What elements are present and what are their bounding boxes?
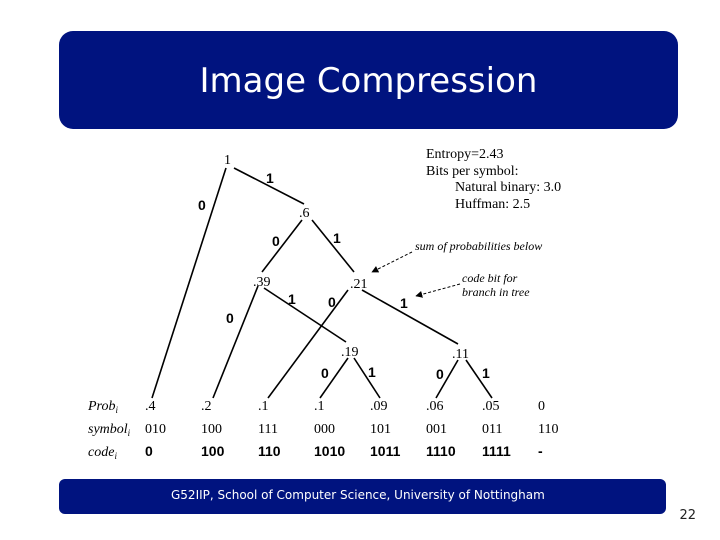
arrow-to-bit-1 bbox=[415, 283, 461, 298]
annotation-code-bit-line2: branch in tree bbox=[462, 285, 530, 299]
table-cell-code-6: 1111 bbox=[482, 443, 511, 459]
huffman-label: Huffman: 2.5 bbox=[455, 197, 530, 212]
table-cell-prob-1: .2 bbox=[201, 399, 212, 414]
edge-n19-left bbox=[319, 357, 349, 399]
bit-n19-right: 1 bbox=[368, 364, 376, 380]
edge-n39-left bbox=[212, 285, 259, 399]
bit-n39-left: 0 bbox=[226, 310, 234, 326]
table-cell-prob-6: .05 bbox=[482, 399, 500, 414]
bit-n11-right: 1 bbox=[482, 365, 490, 381]
edge-n6-left bbox=[261, 219, 303, 273]
footer-text: G52IIP, School of Computer Science, Univ… bbox=[171, 488, 545, 502]
table-cell-code-3: 1010 bbox=[314, 443, 345, 459]
edge-n11-left bbox=[435, 359, 459, 399]
edge-n39-right bbox=[263, 287, 347, 343]
slide-title: Image Compression bbox=[199, 61, 538, 101]
node-019: .19 bbox=[341, 345, 359, 360]
bit-n6-left: 0 bbox=[272, 233, 280, 249]
table-cell-code-0: 0 bbox=[145, 443, 153, 459]
bit-root-right: 1 bbox=[266, 170, 274, 186]
table-cell-code-5: 1110 bbox=[426, 443, 456, 459]
table-cell-prob-5: .06 bbox=[426, 399, 444, 414]
edge-root-right bbox=[233, 167, 305, 205]
table-cell-prob-4: .09 bbox=[370, 399, 388, 414]
title-bar: Image Compression bbox=[59, 31, 678, 129]
tree-edges bbox=[151, 167, 493, 399]
table-cell-prob-0: .4 bbox=[145, 399, 156, 414]
table-cell-symbol-6: 011 bbox=[482, 422, 502, 437]
edge-n21-right bbox=[361, 289, 459, 345]
table-cell-prob-7: 0 bbox=[538, 399, 545, 414]
arrow-to-node-021 bbox=[371, 251, 413, 273]
table-cell-symbol-3: 000 bbox=[314, 422, 335, 437]
footer-bar: G52IIP, School of Computer Science, Univ… bbox=[59, 479, 666, 514]
bit-root-left: 0 bbox=[198, 197, 206, 213]
node-root: 1 bbox=[224, 153, 231, 168]
bit-n39-right: 1 bbox=[288, 291, 296, 307]
node-039: .39 bbox=[253, 275, 271, 290]
node-021: .21 bbox=[350, 277, 368, 292]
table-cell-code-2: 110 bbox=[258, 443, 281, 459]
table-cell-symbol-2: 111 bbox=[258, 422, 278, 437]
bits-per-symbol-label: Bits per symbol: bbox=[426, 164, 519, 179]
bit-n21-right: 1 bbox=[400, 295, 408, 311]
edge-n19-right bbox=[353, 357, 381, 399]
row-label-prob: Probi bbox=[87, 399, 118, 415]
table-cell-symbol-7: 110 bbox=[538, 422, 558, 437]
edge-n6-right bbox=[311, 219, 355, 273]
node-011: .11 bbox=[452, 347, 469, 362]
annotation-sum-probabilities: sum of probabilities below bbox=[415, 239, 542, 253]
annotation-code-bit-line1: code bit for bbox=[462, 271, 518, 285]
table-cell-code-1: 100 bbox=[201, 443, 225, 459]
row-label-code: codei bbox=[88, 445, 117, 461]
node-06: .6 bbox=[299, 206, 310, 221]
table-cell-symbol-0: 010 bbox=[145, 422, 166, 437]
bit-n21-left: 0 bbox=[328, 294, 336, 310]
table-cell-prob-3: .1 bbox=[314, 399, 325, 414]
entropy-label: Entropy=2.43 bbox=[426, 147, 504, 162]
row-label-symbol: symboli bbox=[88, 422, 131, 438]
bit-n19-left: 0 bbox=[321, 365, 329, 381]
table-cell-code-7: - bbox=[538, 443, 543, 459]
bit-n6-right: 1 bbox=[333, 230, 341, 246]
table-cell-prob-2: .1 bbox=[258, 399, 269, 414]
edge-n21-left bbox=[267, 289, 349, 399]
edge-n11-right bbox=[465, 359, 493, 399]
edge-root-left bbox=[151, 167, 227, 399]
table-cell-symbol-4: 101 bbox=[370, 422, 391, 437]
table-cell-code-4: 1011 bbox=[370, 443, 401, 459]
page-number: 22 bbox=[679, 508, 696, 523]
bit-n11-left: 0 bbox=[436, 366, 444, 382]
table-cell-symbol-1: 100 bbox=[201, 422, 222, 437]
natural-binary-label: Natural binary: 3.0 bbox=[455, 180, 561, 195]
table-cell-symbol-5: 001 bbox=[426, 422, 447, 437]
